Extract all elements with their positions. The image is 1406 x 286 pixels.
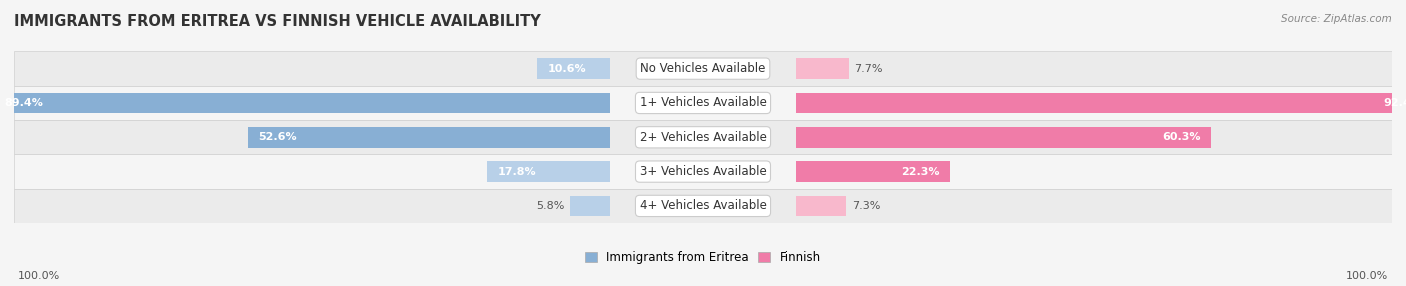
Text: 7.7%: 7.7% — [855, 64, 883, 74]
Text: 100.0%: 100.0% — [18, 271, 60, 281]
Bar — [796, 58, 849, 79]
Text: 4+ Vehicles Available: 4+ Vehicles Available — [640, 199, 766, 212]
Bar — [0, 93, 610, 113]
Bar — [537, 58, 610, 79]
Text: 52.6%: 52.6% — [257, 132, 297, 142]
Text: 60.3%: 60.3% — [1163, 132, 1201, 142]
Text: 1+ Vehicles Available: 1+ Vehicles Available — [640, 96, 766, 110]
Text: 10.6%: 10.6% — [547, 64, 586, 74]
Text: 92.4%: 92.4% — [1384, 98, 1406, 108]
Text: 22.3%: 22.3% — [901, 167, 939, 176]
Bar — [488, 161, 610, 182]
Text: 2+ Vehicles Available: 2+ Vehicles Available — [640, 131, 766, 144]
Bar — [796, 93, 1406, 113]
Text: No Vehicles Available: No Vehicles Available — [640, 62, 766, 75]
Text: Source: ZipAtlas.com: Source: ZipAtlas.com — [1281, 14, 1392, 24]
Legend: Immigrants from Eritrea, Finnish: Immigrants from Eritrea, Finnish — [581, 246, 825, 269]
Bar — [14, 51, 1392, 86]
Bar — [14, 189, 1392, 223]
Bar — [796, 161, 949, 182]
Bar — [14, 86, 1392, 120]
Bar — [796, 127, 1212, 148]
Text: 89.4%: 89.4% — [4, 98, 44, 108]
Bar — [14, 154, 1392, 189]
Bar — [14, 120, 1392, 154]
Text: 5.8%: 5.8% — [536, 201, 565, 211]
Text: IMMIGRANTS FROM ERITREA VS FINNISH VEHICLE AVAILABILITY: IMMIGRANTS FROM ERITREA VS FINNISH VEHIC… — [14, 14, 541, 29]
Bar — [247, 127, 610, 148]
Text: 7.3%: 7.3% — [852, 201, 880, 211]
Text: 3+ Vehicles Available: 3+ Vehicles Available — [640, 165, 766, 178]
Text: 17.8%: 17.8% — [498, 167, 536, 176]
Text: 100.0%: 100.0% — [1346, 271, 1388, 281]
Bar — [796, 196, 846, 216]
Bar — [569, 196, 610, 216]
